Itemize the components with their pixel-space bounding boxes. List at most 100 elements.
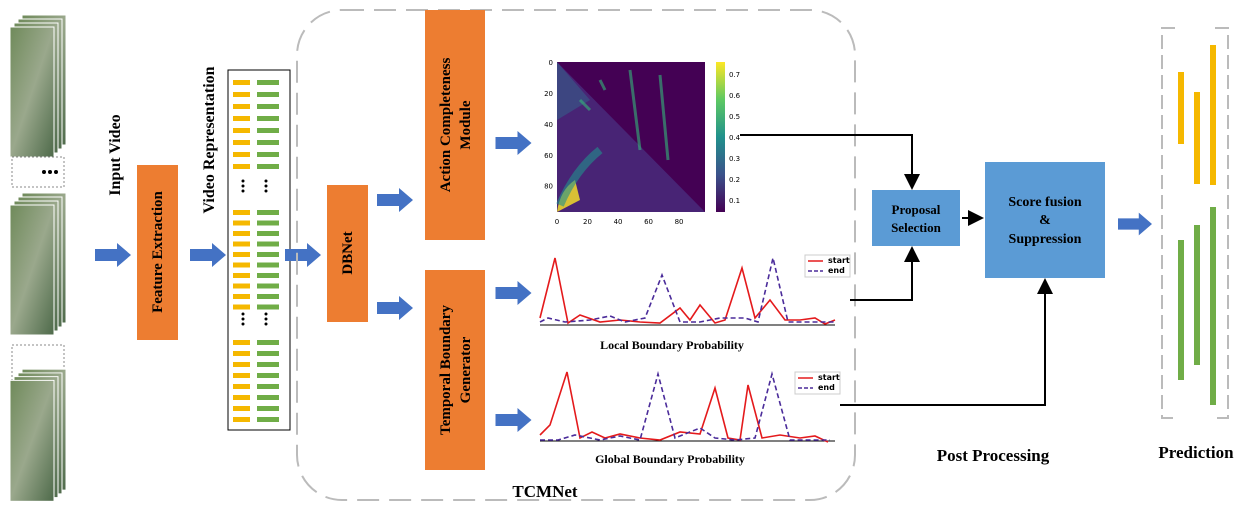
bar-yellow <box>233 252 250 257</box>
dbnet-box <box>327 185 368 322</box>
bar-yellow <box>233 92 250 97</box>
bar-yellow <box>233 220 250 226</box>
proposal-selection-box <box>872 190 960 246</box>
post-processing-label: Post Processing <box>937 446 1050 465</box>
y-tick-label: 40 <box>544 121 553 129</box>
video-frames <box>9 14 67 502</box>
tcmnet-label: TCMNet <box>512 482 577 501</box>
score-fusion-label: & <box>1039 213 1051 228</box>
bar-green <box>257 241 279 247</box>
bar-yellow <box>233 373 250 378</box>
legend-label: start <box>828 256 850 265</box>
legend-label: end <box>818 383 835 392</box>
boundary-generator-box <box>425 270 485 470</box>
colorbar-tick-label: 0.2 <box>729 176 740 184</box>
video-representation-label: Video Representation <box>201 66 218 213</box>
arrow <box>377 188 413 212</box>
bar-yellow <box>233 304 250 310</box>
bar-green <box>257 304 279 310</box>
tcmnet-frame <box>296 9 856 501</box>
boundary-generator-label: Generator <box>458 336 474 403</box>
bar-yellow <box>233 128 250 133</box>
score-fusion-label: Suppression <box>1009 232 1082 247</box>
boundary-generator-label: Temporal Boundary <box>438 305 454 435</box>
colorbar-tick-label: 0.7 <box>729 71 740 79</box>
bar-yellow <box>233 273 250 278</box>
bar-yellow <box>233 80 250 85</box>
local-plot-label: Local Boundary Probability <box>600 338 744 352</box>
bar-green <box>257 116 279 121</box>
legend-label: end <box>828 266 845 275</box>
bar-yellow <box>233 362 250 367</box>
x-tick-label: 0 <box>555 218 559 226</box>
ellipsis <box>241 179 268 326</box>
bar-yellow <box>233 340 250 345</box>
arrow <box>190 243 226 267</box>
connectors <box>740 134 1053 406</box>
bar-green <box>257 362 279 367</box>
bar-yellow <box>233 417 250 422</box>
bar-green <box>257 92 279 97</box>
bar-green <box>257 294 279 299</box>
bar-green <box>257 384 279 389</box>
bar-yellow <box>233 395 250 400</box>
representation-bars <box>233 80 279 422</box>
y-tick-label: 60 <box>544 152 553 160</box>
action-module-label: Module <box>458 100 474 150</box>
arrow <box>495 131 532 155</box>
x-tick-label: 20 <box>583 218 592 226</box>
bar-yellow <box>233 283 250 289</box>
bar-green <box>257 220 279 226</box>
bar-green <box>257 210 279 215</box>
bar-green <box>257 262 279 268</box>
dbnet-label: DBNet <box>340 231 356 274</box>
prediction-label: Prediction <box>1158 443 1234 462</box>
y-tick-label: 20 <box>544 90 553 98</box>
feature-extraction-label: Feature Extraction <box>150 190 166 312</box>
bar-yellow <box>233 104 250 109</box>
colorbar-tick-label: 0.1 <box>729 197 740 205</box>
arrow <box>95 243 131 267</box>
global-plot-label: Global Boundary Probability <box>595 452 745 466</box>
bar-yellow <box>233 210 250 215</box>
bar-yellow <box>233 241 250 247</box>
feature-extraction-box <box>137 165 178 340</box>
prediction-bars <box>1178 45 1216 405</box>
local-plot <box>539 254 851 326</box>
bar-green <box>257 128 279 133</box>
action-module-box <box>425 10 485 240</box>
proposal-selection-label: Selection <box>891 220 942 235</box>
bar-green <box>257 417 279 422</box>
bar-yellow <box>233 294 250 299</box>
bar-yellow <box>233 152 250 157</box>
bar-yellow <box>233 164 250 169</box>
colorbar-tick-label: 0.3 <box>729 155 740 163</box>
bar-green <box>257 273 279 278</box>
x-tick-label: 40 <box>614 218 623 226</box>
bar-yellow <box>233 384 250 389</box>
arrow <box>495 408 532 432</box>
bar-green <box>257 164 279 169</box>
x-tick-label: 60 <box>644 218 653 226</box>
bar-green <box>257 283 279 289</box>
bar-green <box>257 406 279 411</box>
colorbar-tick-label: 0.6 <box>729 92 741 100</box>
bar-green <box>257 231 279 236</box>
y-tick-label: 80 <box>544 183 553 191</box>
bar-yellow <box>233 351 250 356</box>
legend-label: start <box>818 373 840 382</box>
arrow <box>1118 212 1152 236</box>
bar-yellow <box>233 116 250 121</box>
arrow <box>377 296 413 320</box>
colorbar-tick-label: 0.5 <box>729 113 740 121</box>
bar-green <box>257 340 279 345</box>
bar-green <box>257 351 279 356</box>
heatmap <box>556 62 725 212</box>
bar-green <box>257 152 279 157</box>
bar-yellow <box>233 262 250 268</box>
bar-green <box>257 373 279 378</box>
bar-green <box>257 252 279 257</box>
bar-green <box>257 395 279 400</box>
action-module-label: Action Completeness <box>438 58 454 193</box>
